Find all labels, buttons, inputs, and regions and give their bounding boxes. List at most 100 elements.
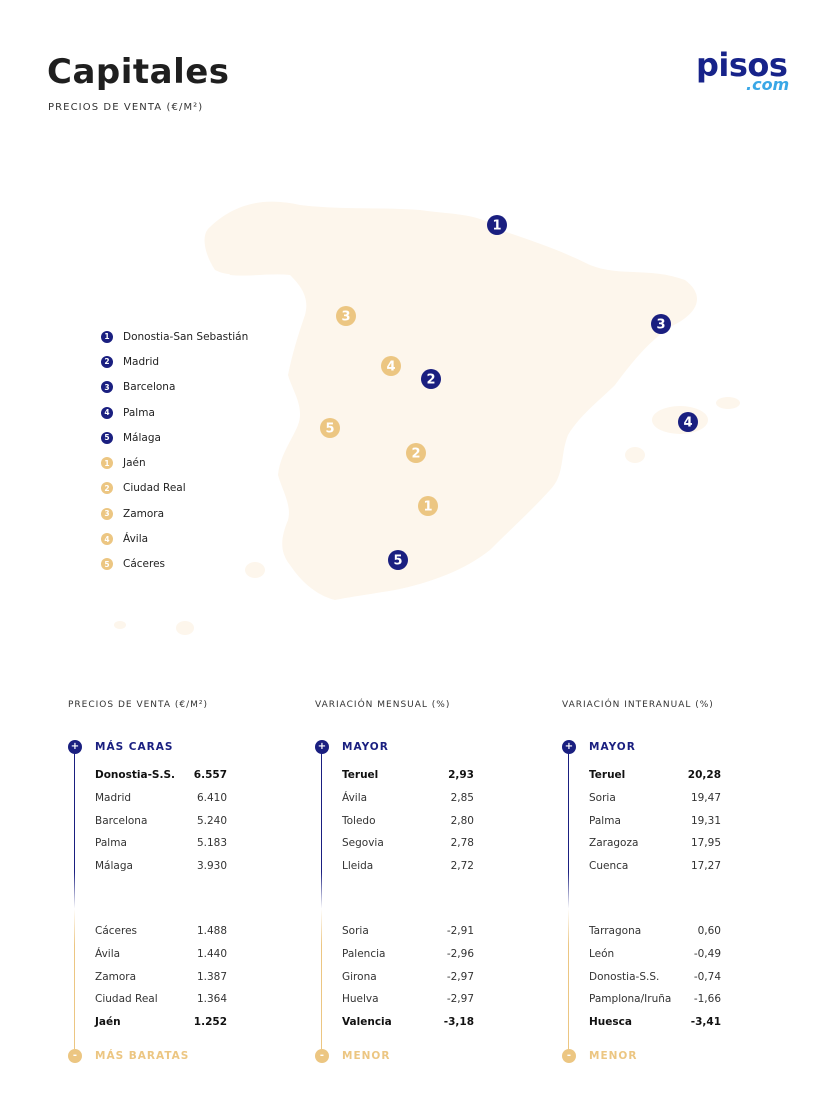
column-heading: VARIACIÓN INTERANUAL (%) <box>562 700 714 710</box>
row-value: 6.557 <box>193 769 227 781</box>
table-row: Ávila 2,85 <box>342 792 474 806</box>
row-value: -1,66 <box>693 993 721 1006</box>
logo-sub-text: .com <box>746 75 790 94</box>
map-marker-bottom-3-circle <box>336 306 356 326</box>
row-value: -0,49 <box>693 947 721 960</box>
minus-icon: - <box>68 1049 82 1063</box>
spain-map: 1 2 3 4 5 1 2 3 4 5 <box>114 201 740 635</box>
map-marker-bottom-2-number: 2 <box>411 447 420 462</box>
legend-item: 3 Barcelona <box>101 375 248 400</box>
table-row: Málaga 3.930 <box>95 860 227 874</box>
bottom-section-label: MENOR <box>589 1050 638 1062</box>
table-row: Palma 19,31 <box>589 815 721 829</box>
top-section-label: MAYOR <box>342 741 389 753</box>
row-value: -2,97 <box>446 993 474 1006</box>
table-row: Teruel 2,93 <box>342 769 474 783</box>
row-name: Zamora <box>95 970 137 983</box>
map-marker-bottom-3-number: 3 <box>341 310 350 325</box>
table-row: Tarragona 0,60 <box>589 925 721 939</box>
legend-badge: 3 <box>101 381 113 394</box>
map-marker-top-5-number: 5 <box>393 554 402 569</box>
map-marker-top-3: 3 <box>651 314 671 334</box>
column-heading: PRECIOS DE VENTA (€/M²) <box>68 700 208 710</box>
top-section-label: MÁS CARAS <box>95 741 174 753</box>
plus-icon: + <box>68 740 82 754</box>
legend-label: Palma <box>123 406 155 419</box>
legend-badge: 1 <box>101 457 113 470</box>
map-marker-top-2-number: 2 <box>426 373 435 388</box>
legend-item: 3 Zamora <box>101 501 248 526</box>
row-name: Málaga <box>95 860 133 873</box>
map-marker-top-3-number: 3 <box>656 318 665 333</box>
table-row: Teruel 20,28 <box>589 769 721 783</box>
pisos-logo: pisos .com <box>696 46 796 96</box>
row-value: 19,47 <box>690 791 721 804</box>
column-heading: VARIACIÓN MENSUAL (%) <box>315 700 451 710</box>
bottom-section-label: MENOR <box>342 1050 391 1062</box>
row-name: Soria <box>589 791 616 804</box>
map-marker-bottom-5-circle <box>320 418 340 438</box>
table-row: Pamplona/Iruña -1,66 <box>589 993 721 1007</box>
row-name: Toledo <box>342 814 376 827</box>
map-marker-bottom-2: 2 <box>406 443 426 463</box>
legend-badge: 2 <box>101 355 113 368</box>
table-row: Ávila 1.440 <box>95 948 227 962</box>
minus-icon: - <box>315 1049 329 1063</box>
minus-icon: - <box>562 1049 576 1063</box>
row-name: León <box>589 947 615 960</box>
legend-badge: 4 <box>101 406 113 419</box>
island-menorca <box>716 397 740 409</box>
table-row: Jaén 1.252 <box>95 1016 227 1030</box>
ranking-gradient-line <box>321 750 323 1055</box>
legend-item: 2 Ciudad Real <box>101 476 248 501</box>
row-name: Teruel <box>589 769 626 781</box>
plus-icon: + <box>315 740 329 754</box>
table-row: Zamora 1.387 <box>95 971 227 985</box>
table-row: Cuenca 17,27 <box>589 860 721 874</box>
row-value: 1.387 <box>196 970 227 983</box>
table-row: Madrid 6.410 <box>95 792 227 806</box>
row-value: 6.410 <box>196 791 227 804</box>
row-name: Ávila <box>342 791 368 804</box>
row-name: Ávila <box>95 947 121 960</box>
row-name: Palma <box>589 814 621 827</box>
row-value: 2,93 <box>448 769 474 781</box>
table-row: Ciudad Real 1.364 <box>95 993 227 1007</box>
row-value: 17,27 <box>690 860 721 873</box>
map-marker-bottom-1: 1 <box>418 496 438 516</box>
table-row: Palencia -2,96 <box>342 948 474 962</box>
row-value: 5.240 <box>196 814 227 827</box>
map-marker-bottom-5: 5 <box>320 418 340 438</box>
map-marker-bottom-4: 4 <box>381 356 401 376</box>
legend-label: Madrid <box>123 355 160 368</box>
legend-label: Jaén <box>123 457 146 470</box>
logo-main-text: pisos <box>696 46 788 84</box>
map-marker-top-1-number: 1 <box>492 219 501 234</box>
row-value: 19,31 <box>690 814 721 827</box>
legend-label: Donostia-San Sebastián <box>123 330 249 343</box>
legend-badge: 4 <box>101 533 113 546</box>
row-name: Cáceres <box>95 925 138 937</box>
row-name: Huelva <box>342 993 379 1006</box>
row-value: -2,91 <box>446 925 474 937</box>
peninsula-shape <box>210 201 697 601</box>
table-row: Zaragoza 17,95 <box>589 837 721 851</box>
ranking-gradient-line <box>74 750 76 1055</box>
map-marker-bottom-5-number: 5 <box>325 422 334 437</box>
row-name: Palma <box>95 837 127 850</box>
map-marker-top-1-circle <box>487 215 507 235</box>
legend-label: Cáceres <box>123 558 166 571</box>
row-value: -2,97 <box>446 970 474 983</box>
row-value: 0,60 <box>697 925 721 937</box>
row-name: Lleida <box>342 860 374 873</box>
plus-icon: + <box>562 740 576 754</box>
table-row: Toledo 2,80 <box>342 815 474 829</box>
legend-item: 2 Madrid <box>101 349 248 374</box>
page-title: Capitales <box>47 52 230 92</box>
island-canary-2 <box>114 621 126 629</box>
island-canary-3 <box>245 562 265 578</box>
legend-badge: 3 <box>101 507 113 520</box>
legend-item: 5 Cáceres <box>101 552 248 577</box>
row-value: 1.252 <box>193 1016 227 1029</box>
map-marker-top-5: 5 <box>388 550 408 570</box>
